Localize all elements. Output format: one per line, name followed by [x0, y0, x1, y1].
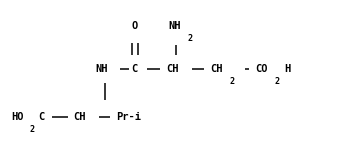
Text: NH: NH: [95, 64, 108, 74]
Text: 2: 2: [229, 77, 235, 86]
Text: HO: HO: [11, 112, 24, 122]
Text: CO: CO: [255, 64, 268, 74]
Text: C: C: [132, 64, 138, 74]
Text: CH: CH: [166, 64, 179, 74]
Text: CH: CH: [211, 64, 223, 74]
Text: O: O: [132, 21, 138, 31]
Text: C: C: [38, 112, 44, 122]
Text: CH: CH: [74, 112, 86, 122]
Text: 2: 2: [30, 125, 35, 134]
Text: H: H: [284, 64, 290, 74]
Text: Pr-i: Pr-i: [116, 112, 141, 122]
Text: NH: NH: [168, 21, 181, 31]
Text: 2: 2: [275, 77, 279, 86]
Text: 2: 2: [187, 34, 192, 43]
